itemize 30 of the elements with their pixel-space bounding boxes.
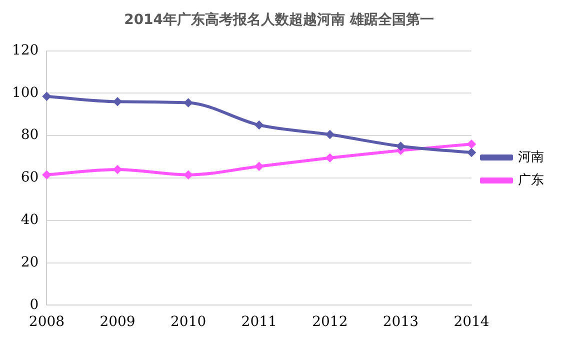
point [468, 148, 476, 157]
point [326, 154, 334, 162]
x-tick-label: 2012 [312, 314, 348, 330]
point [42, 170, 51, 179]
x-tick-label: 2009 [100, 314, 136, 330]
y-tick-label: 80 [20, 127, 39, 144]
x-tick-label: 2014 [454, 314, 490, 330]
y-tick-label: 20 [20, 254, 39, 270]
x-tick-label: 2008 [28, 314, 65, 330]
y-tick-label: 120 [12, 42, 39, 58]
point [396, 142, 405, 150]
point [184, 170, 192, 179]
point [255, 162, 264, 170]
y-tick-label: 100 [12, 84, 39, 101]
chart-title: 2014年广东高考报名人数超越河南 雄踞全国第一 [124, 11, 434, 28]
point [114, 98, 122, 106]
point [114, 166, 122, 174]
point [42, 92, 51, 100]
y-tick-label: 0 [30, 296, 39, 313]
y-tick-label: 40 [20, 212, 39, 228]
x-tick-label: 2013 [382, 314, 419, 330]
point [326, 130, 334, 139]
point [255, 121, 264, 129]
point [184, 98, 192, 107]
x-tick-label: 2010 [170, 314, 206, 330]
y-tick-label: 60 [20, 170, 39, 186]
legend-label: 河南 [518, 150, 544, 165]
x-tick-label: 2011 [241, 314, 277, 330]
legend-label: 广东 [518, 172, 544, 188]
point [468, 140, 476, 148]
